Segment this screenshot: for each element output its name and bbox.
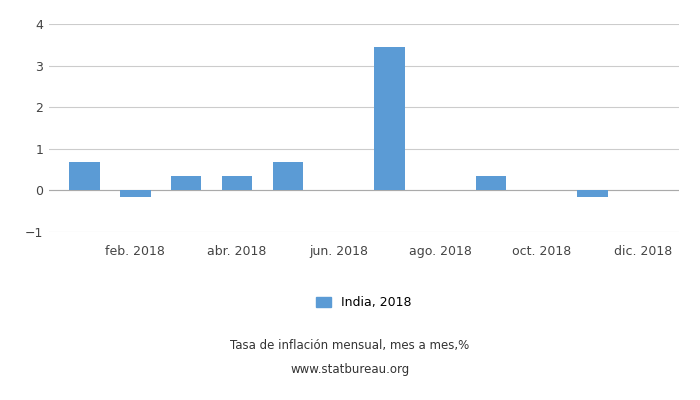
Bar — [476, 176, 506, 190]
Text: Tasa de inflación mensual, mes a mes,%: Tasa de inflación mensual, mes a mes,% — [230, 340, 470, 352]
Text: www.statbureau.org: www.statbureau.org — [290, 364, 410, 376]
Bar — [222, 176, 252, 190]
Bar — [374, 47, 405, 190]
Bar — [171, 176, 202, 190]
Bar — [578, 190, 608, 197]
Legend: India, 2018: India, 2018 — [316, 296, 412, 310]
Bar — [120, 190, 150, 197]
Bar — [69, 162, 100, 190]
Bar — [272, 162, 303, 190]
